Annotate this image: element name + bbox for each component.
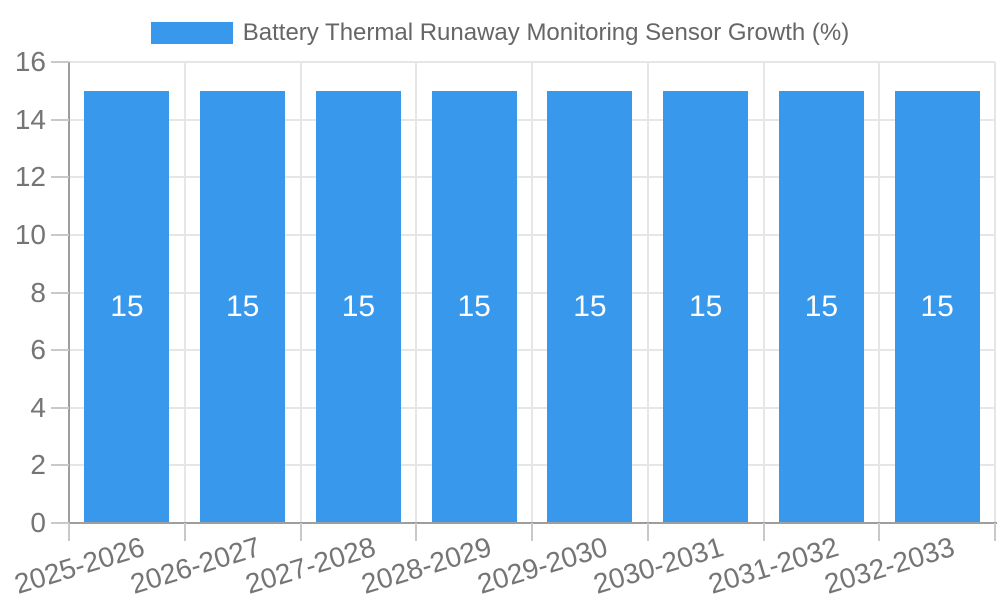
bar-value-label: 15	[804, 290, 839, 324]
bar[interactable]: 15	[663, 90, 749, 522]
gridline-vertical	[415, 62, 418, 523]
x-axis-tick-label: 2031-2032	[705, 531, 843, 600]
gridline-vertical	[994, 62, 996, 523]
bar[interactable]: 15	[778, 90, 864, 522]
bar-value-label: 15	[688, 290, 723, 324]
legend[interactable]: Battery Thermal Runaway Monitoring Senso…	[0, 16, 1000, 50]
bar[interactable]: 15	[84, 90, 170, 522]
y-axis-tick-label: 4	[30, 391, 46, 423]
y-tick-mark	[51, 349, 69, 352]
bar[interactable]: 15	[894, 90, 980, 522]
y-axis-tick-label: 16	[14, 46, 46, 77]
y-tick-mark	[51, 233, 69, 236]
x-axis-tick-label: 2025-2026	[10, 531, 148, 600]
y-axis-tick-label: 2	[30, 449, 46, 481]
gridline-vertical	[183, 62, 186, 523]
legend-label: Battery Thermal Runaway Monitoring Senso…	[242, 19, 850, 46]
gridline-vertical	[299, 62, 302, 523]
y-tick-mark	[51, 464, 69, 467]
bar-value-label: 15	[573, 290, 607, 324]
x-tick-mark	[415, 523, 418, 541]
x-tick-mark	[994, 523, 996, 541]
y-tick-mark	[51, 291, 69, 294]
x-tick-mark	[68, 523, 70, 541]
gridline-vertical	[646, 62, 649, 523]
bar[interactable]: 15	[547, 90, 633, 522]
legend-swatch	[150, 22, 233, 44]
y-axis-tick-label: 0	[30, 507, 46, 538]
x-axis-tick-label: 2029-2030	[473, 531, 611, 600]
bar[interactable]: 15	[200, 90, 286, 522]
y-tick-mark	[51, 522, 69, 524]
y-tick-mark	[51, 118, 69, 121]
bar-value-label: 15	[457, 290, 491, 324]
x-tick-mark	[878, 523, 881, 541]
bar-value-label: 15	[225, 290, 260, 324]
x-tick-mark	[646, 523, 649, 541]
y-tick-mark	[51, 176, 69, 179]
bar-value-label: 15	[920, 290, 954, 324]
y-axis-tick-label: 6	[30, 334, 46, 366]
bar[interactable]: 15	[431, 90, 517, 522]
x-tick-mark	[299, 523, 302, 541]
y-tick-mark	[51, 406, 69, 409]
y-axis-tick-label: 14	[14, 103, 46, 135]
y-axis-line	[68, 62, 70, 525]
x-axis-tick-label: 2028-2029	[358, 531, 496, 600]
gridline-vertical	[531, 62, 533, 523]
x-axis-tick-label: 2026-2027	[126, 531, 264, 600]
x-tick-mark	[183, 523, 186, 541]
y-axis-tick-label: 12	[14, 161, 46, 193]
y-axis-tick-label: 10	[14, 218, 46, 250]
bar[interactable]: 15	[315, 90, 401, 522]
gridline-vertical	[762, 62, 765, 523]
gridline-vertical	[878, 62, 881, 523]
x-tick-mark	[762, 523, 765, 541]
x-tick-mark	[531, 523, 533, 541]
y-tick-mark	[51, 61, 69, 63]
x-axis-tick-label: 2030-2031	[589, 531, 727, 600]
bar-value-label: 15	[110, 290, 144, 324]
y-axis-tick-label: 8	[30, 276, 46, 308]
bar-value-label: 15	[341, 290, 376, 324]
x-axis-tick-label: 2032-2033	[821, 531, 959, 600]
x-axis-tick-label: 2027-2028	[242, 531, 380, 600]
